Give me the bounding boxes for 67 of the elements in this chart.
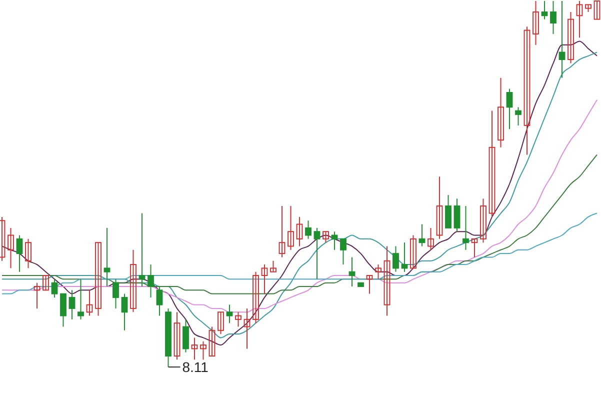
candlestick (68, 290, 76, 320)
candlestick (226, 304, 233, 324)
candlestick (340, 238, 346, 266)
candlestick (558, 0, 566, 78)
candlestick (244, 308, 250, 350)
candlestick (60, 293, 66, 328)
candlestick (51, 278, 58, 298)
candlestick (322, 231, 329, 244)
candlestick (498, 77, 504, 148)
candlestick (148, 264, 154, 298)
candlestick (436, 176, 443, 240)
candlestick (410, 234, 416, 269)
candlestick (104, 227, 110, 287)
candlestick (541, 0, 548, 20)
candlestick (375, 264, 382, 280)
candlestick (25, 238, 32, 269)
candlestick (261, 264, 268, 294)
candlestick (156, 286, 163, 316)
candlestick (445, 194, 452, 228)
candlestick (78, 278, 84, 320)
candlestick (418, 224, 426, 247)
candlestick (121, 293, 128, 331)
candlestick (270, 260, 276, 272)
annotation: 8.11 (182, 359, 209, 375)
candlestick (462, 205, 469, 250)
candlestick (218, 312, 224, 335)
candlestick (506, 88, 513, 130)
candlestick (200, 340, 206, 360)
candlestick (568, 11, 574, 64)
candlestick (252, 271, 259, 324)
candlestick (401, 242, 408, 272)
candlestick (515, 106, 522, 126)
candlestick (305, 220, 312, 240)
candlestick (392, 246, 399, 272)
candlestick (532, 0, 539, 46)
candlestick (95, 242, 102, 316)
candlestick (138, 212, 146, 287)
candlestick (296, 216, 303, 247)
candlestick (488, 110, 496, 218)
candlestick (112, 278, 119, 309)
candlestick (524, 26, 530, 156)
candlestick (384, 246, 390, 316)
candlestick (174, 312, 180, 360)
candlestick (288, 205, 294, 250)
candlestick (480, 198, 486, 244)
candlestick (42, 275, 49, 291)
candlestick (130, 249, 136, 313)
candlestick (314, 227, 320, 280)
candlestick (235, 312, 242, 328)
candlestick (576, 0, 583, 38)
candlestick (471, 238, 478, 258)
candlestick (191, 337, 198, 360)
candlestick (348, 256, 356, 287)
candlestick (208, 326, 216, 357)
candlestick (86, 290, 93, 316)
candlestick (366, 275, 373, 294)
candlestick (428, 227, 434, 250)
candlestick (0, 216, 6, 262)
candlestick (278, 205, 286, 258)
candlestick (550, 0, 556, 34)
candlestick (594, 0, 600, 20)
candlestick (34, 282, 40, 309)
candlestick (182, 318, 189, 353)
candlestick (8, 227, 14, 269)
candlestick (16, 234, 23, 272)
candlestick (331, 231, 338, 250)
candlestick (454, 198, 460, 232)
